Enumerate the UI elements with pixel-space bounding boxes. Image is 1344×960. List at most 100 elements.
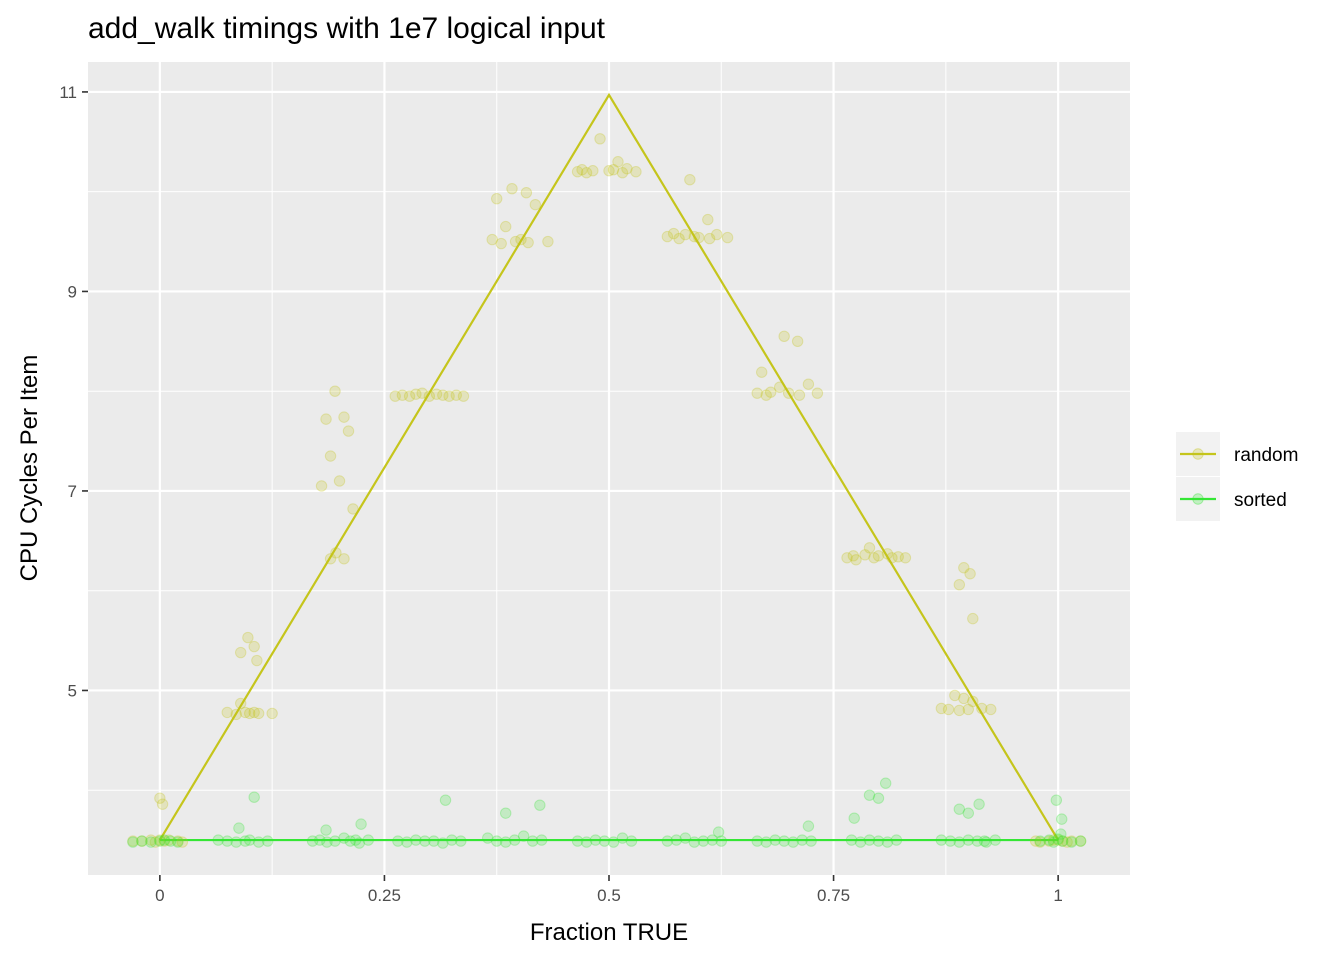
data-point-random (542, 235, 554, 248)
data-point-random (163, 834, 175, 846)
data-point-random (329, 385, 341, 397)
data-point-sorted (392, 835, 404, 847)
data-point-random (145, 834, 157, 846)
data-point-random (1061, 836, 1073, 848)
data-point-random (154, 834, 166, 846)
data-point-sorted (349, 834, 362, 846)
data-point-sorted (353, 837, 365, 849)
data-point-sorted (697, 835, 710, 847)
data-point-sorted (154, 835, 166, 847)
data-point-random (529, 198, 542, 211)
data-point-sorted (769, 834, 781, 846)
data-point-sorted (890, 834, 903, 846)
legend-point-sorted (1192, 493, 1204, 505)
data-point-random (751, 387, 763, 399)
data-point-sorted (679, 832, 692, 844)
data-point-sorted (428, 835, 440, 847)
data-point-random (330, 547, 342, 559)
data-point-sorted (243, 834, 256, 846)
data-point-random (962, 703, 975, 716)
data-point-sorted (145, 836, 157, 848)
data-point-sorted (1065, 836, 1078, 848)
data-point-sorted (455, 835, 467, 847)
data-point-random (251, 654, 263, 667)
series-lines (158, 92, 1060, 842)
data-point-random (612, 156, 624, 168)
data-point-sorted (172, 836, 184, 848)
data-point-sorted (1052, 833, 1064, 845)
data-point-random (221, 706, 233, 719)
data-point-sorted (1074, 835, 1087, 847)
data-point-random (621, 163, 633, 175)
data-point-sorted (329, 835, 341, 847)
data-point-sorted (517, 830, 530, 842)
data-point-sorted (446, 834, 458, 846)
data-point-random (958, 562, 970, 574)
data-point-random (315, 480, 328, 492)
data-point-sorted (212, 834, 224, 846)
data-point-sorted (261, 835, 274, 847)
data-point-random (486, 233, 498, 246)
data-point-random (1043, 835, 1055, 847)
data-point-random (389, 390, 401, 402)
data-point-sorted (535, 834, 548, 846)
data-point-sorted (439, 794, 452, 806)
data-point-sorted (616, 832, 629, 844)
data-point-random (693, 231, 705, 244)
data-point-sorted (419, 835, 431, 847)
data-point-random (872, 550, 885, 562)
legend-label-random: random (1234, 445, 1298, 466)
data-point-random (760, 389, 772, 401)
data-point-sorted (962, 807, 975, 819)
data-point-random (127, 835, 139, 847)
data-point-random (688, 230, 701, 243)
data-point-random (721, 231, 734, 244)
data-point-random (1034, 836, 1046, 848)
data-point-sorted (239, 835, 251, 847)
data-point-random (773, 381, 786, 393)
data-point-random (868, 552, 880, 564)
data-point-sorted (127, 836, 139, 848)
data-point-random (967, 695, 979, 708)
data-point-sorted (344, 835, 356, 847)
data-point-random (778, 330, 790, 343)
data-point-sorted (688, 836, 701, 848)
data-point-sorted (670, 834, 683, 846)
data-point-sorted (944, 835, 957, 847)
data-point-sorted (1055, 828, 1067, 840)
data-point-sorted (136, 835, 148, 847)
y-tick-label: 11 (59, 83, 77, 102)
data-point-sorted (252, 836, 265, 848)
data-point-sorted (607, 836, 620, 848)
data-point-sorted (321, 836, 333, 848)
data-point-sorted (508, 834, 521, 846)
data-point-sorted (1043, 834, 1055, 846)
data-point-random (491, 192, 503, 205)
data-point-random (850, 554, 862, 566)
data-point-random (239, 706, 251, 719)
data-point-random (158, 835, 171, 847)
x-tick-label: 0.5 (597, 886, 621, 905)
data-point-sorted (158, 834, 171, 846)
data-point-sorted (437, 837, 449, 849)
data-point-sorted (598, 835, 611, 847)
x-tick-label: 0.75 (817, 886, 850, 905)
data-point-random (756, 366, 768, 378)
data-point-sorted (973, 798, 985, 810)
data-point-random (176, 836, 189, 848)
data-point-random (403, 390, 416, 402)
data-point-random (347, 503, 359, 515)
data-point-random (859, 549, 871, 561)
data-point-sorted (953, 803, 966, 815)
data-point-random (338, 553, 350, 565)
data-point-sorted (1034, 835, 1046, 847)
data-point-random (886, 552, 898, 564)
data-point-random (423, 390, 436, 402)
data-point-random (764, 386, 777, 398)
data-point-random (252, 707, 265, 720)
data-point-random (967, 612, 979, 625)
data-point-sorted (935, 834, 948, 846)
data-point-sorted (625, 835, 638, 847)
data-point-sorted (760, 836, 772, 848)
data-point-sorted (712, 826, 725, 838)
